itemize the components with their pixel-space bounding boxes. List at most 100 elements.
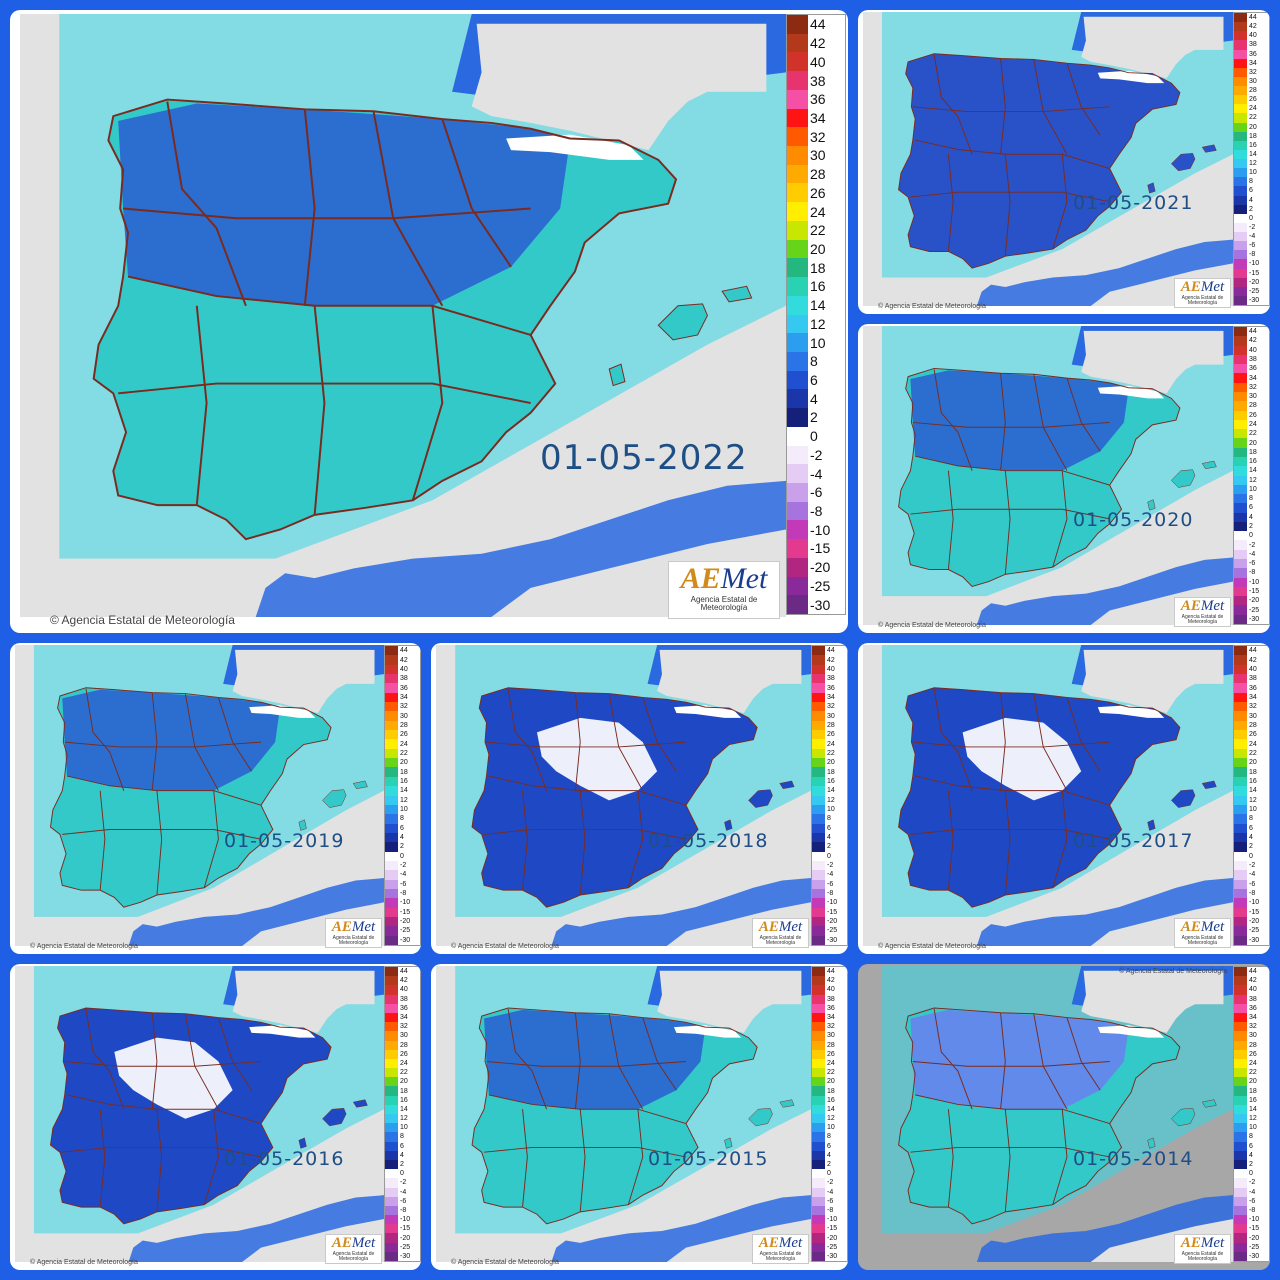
legend-swatch — [812, 1058, 825, 1069]
legend-label: -15 — [827, 908, 838, 916]
temperature-map — [20, 14, 786, 617]
legend-swatch — [787, 370, 808, 390]
legend-label: 8 — [827, 815, 831, 823]
legend-label: -30 — [827, 936, 838, 944]
copyright-credit: © Agencia Estatal de Meteorología — [50, 613, 235, 627]
legend-label: 4 — [1249, 834, 1253, 842]
legend-label: -20 — [810, 559, 831, 576]
legend-swatch — [787, 220, 808, 240]
legend-row: 28 — [1234, 86, 1269, 96]
legend-label: 32 — [400, 1023, 408, 1031]
legend-zero-row: 0 — [1234, 531, 1269, 541]
legend-swatch — [812, 994, 825, 1004]
legend-label: -6 — [810, 484, 823, 501]
legend-row: 22 — [1234, 1068, 1269, 1078]
legend-swatch — [1234, 870, 1247, 880]
legend-swatch — [385, 1251, 398, 1261]
legend-label: 38 — [827, 675, 835, 683]
temperature-legend: 44 42 40 38 36 34 32 30 28 26 24 22 20 18 16 14 12 10 8 6 4 2… — [1233, 645, 1270, 946]
legend-swatch — [1234, 456, 1247, 467]
legend-label: -30 — [810, 596, 831, 613]
legend-swatch — [1234, 512, 1247, 522]
france — [1081, 970, 1224, 1033]
legend-swatch — [787, 520, 808, 540]
legend-swatch — [812, 758, 825, 768]
legend-swatch — [1234, 1058, 1247, 1069]
temperature-legend: 44 42 40 38 36 34 32 30 28 26 24 22 20 18 16 14 12 10 8 6 4 2… — [1233, 12, 1270, 306]
legend-row: 30 — [812, 1031, 847, 1041]
region-border — [627, 790, 644, 888]
copyright-icon: © — [451, 1259, 458, 1266]
logo-subtitle: Agencia Estatal de Meteorología — [332, 935, 375, 946]
legend-label: -4 — [400, 871, 407, 879]
legend-label: 20 — [827, 759, 835, 767]
legend-label: 36 — [1249, 684, 1257, 692]
legend-row: -6 — [385, 1196, 420, 1206]
legend-row: 34 — [1234, 692, 1269, 703]
legend-row: -8 — [1234, 568, 1269, 578]
legend-swatch — [787, 277, 808, 296]
legend-swatch — [1234, 907, 1247, 917]
legend-label: 30 — [810, 147, 826, 164]
legend-label: 26 — [1249, 96, 1257, 104]
legend-zero-row: 0 — [385, 851, 420, 861]
legend-label: -6 — [1249, 1197, 1256, 1205]
legend-swatch — [812, 767, 825, 777]
legend-swatch — [1234, 1224, 1247, 1234]
region-border — [933, 369, 973, 471]
legend-row: 22 — [812, 748, 847, 759]
legend-row: 14 — [787, 295, 845, 315]
legend-label: 20 — [827, 1078, 835, 1086]
logo-text: Met — [1200, 598, 1225, 614]
balearic-island — [1170, 153, 1196, 172]
legend-row: -25 — [1234, 605, 1269, 615]
legend-label: 14 — [400, 1105, 408, 1113]
region-border — [99, 790, 106, 891]
legend-label: 22 — [827, 749, 835, 757]
legend-swatch — [1234, 277, 1247, 287]
legend-label: 6 — [810, 372, 818, 389]
legend-swatch — [812, 814, 825, 824]
legend-swatch — [1234, 1086, 1247, 1096]
legend-row: 2 — [385, 1159, 420, 1170]
legend-swatch — [812, 1205, 825, 1216]
logo-prefix: AE — [331, 919, 352, 935]
legend-label: 4 — [827, 1151, 831, 1159]
legend-row: 34 — [812, 692, 847, 703]
legend-label: 40 — [1249, 986, 1257, 994]
legend-row: 34 — [812, 1012, 847, 1023]
legend-label: 4 — [400, 834, 404, 842]
legend-label: -25 — [1249, 287, 1260, 295]
legend-row: 4 — [787, 389, 845, 409]
legend-label: 30 — [827, 1032, 835, 1040]
legend-swatch — [812, 748, 825, 759]
legend-label: 2 — [1249, 205, 1253, 213]
region-border — [303, 109, 316, 306]
legend-row: 14 — [812, 1104, 847, 1114]
legend-row: -8 — [385, 1205, 420, 1216]
legend-label: -20 — [1249, 278, 1260, 286]
balearic-island — [748, 1108, 773, 1127]
region-border — [151, 1012, 158, 1110]
legend-row: -20 — [1234, 277, 1269, 287]
legend-label: 12 — [1249, 160, 1257, 168]
legend-row: 30 — [385, 711, 420, 721]
legend-swatch — [1234, 31, 1247, 41]
legend-label: -6 — [1249, 560, 1256, 568]
legend-row: 10 — [385, 1123, 420, 1133]
legend-swatch — [812, 1012, 825, 1023]
legend-label: 44 — [1249, 14, 1257, 22]
region-border — [1052, 154, 1068, 250]
copyright-credit: © Agencia Estatal de Meteorología — [878, 943, 986, 950]
legend-row: 42 — [812, 655, 847, 665]
legend-row: 6 — [812, 1141, 847, 1151]
logo-prefix: AE — [331, 1235, 352, 1251]
legend-label: 26 — [810, 184, 826, 201]
legend-swatch — [812, 1104, 825, 1114]
temperature-map — [15, 645, 384, 946]
logo-subtitle: Agencia Estatal de Meteorología — [690, 595, 758, 612]
legend-label: 16 — [827, 777, 835, 785]
legend-swatch — [1234, 159, 1247, 169]
legend-swatch — [1234, 1077, 1247, 1087]
legend-row: 44 — [1234, 967, 1269, 977]
